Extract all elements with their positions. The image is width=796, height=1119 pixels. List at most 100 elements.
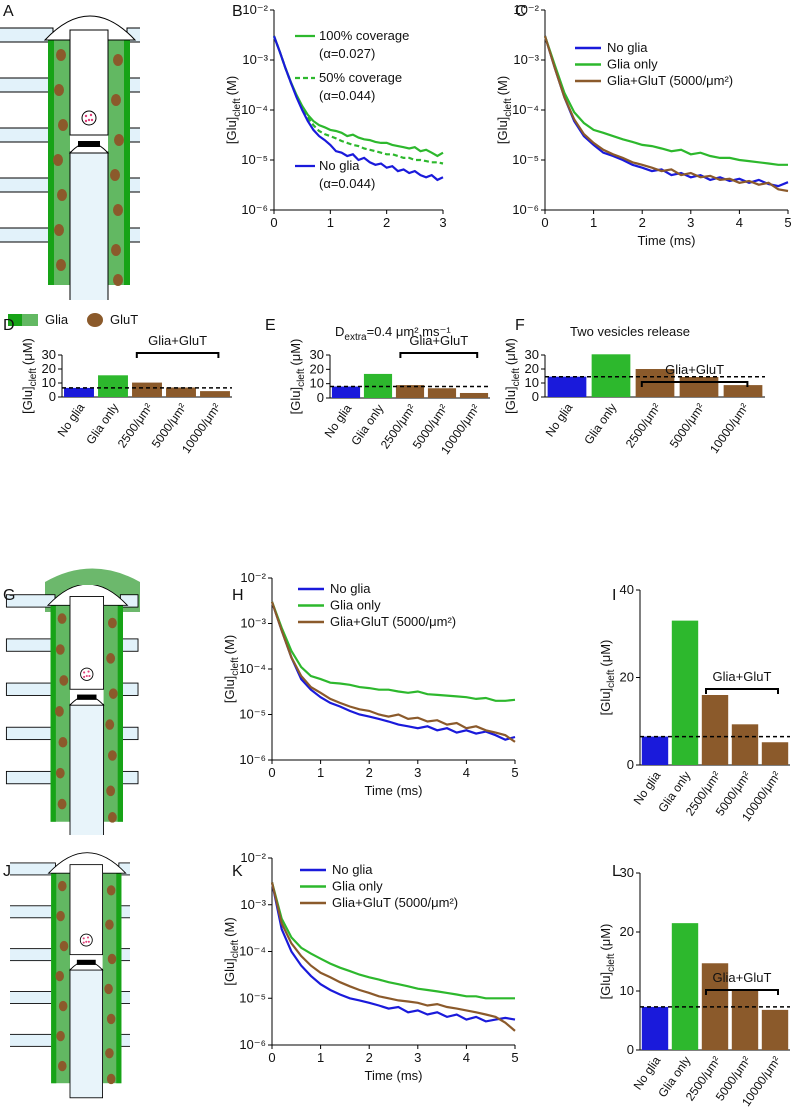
x-tick-label: No glia <box>55 400 88 439</box>
y-tick-label: 10⁻⁴ <box>512 102 539 117</box>
y-tick-label: 20 <box>42 361 56 376</box>
y-label-sub: cleft <box>606 669 617 688</box>
panel-label: L <box>612 863 621 880</box>
panel-label: G <box>3 587 15 604</box>
bar <box>395 385 425 398</box>
y-label-main: [Glu] <box>20 386 35 413</box>
bar <box>641 736 669 765</box>
x-tick-label: 2 <box>366 765 373 780</box>
bar <box>679 376 719 397</box>
x-tick-label: 3 <box>414 1050 421 1065</box>
legend-label: Glia+GluT (5000/μm²) <box>330 614 456 629</box>
legend-label: Glia only <box>332 879 383 894</box>
group-bracket <box>640 381 749 387</box>
legend-label: Glia+GluT (5000/μm²) <box>332 895 458 910</box>
group-label: Glia+GluT <box>665 362 724 377</box>
y-tick-label: 10⁻² <box>240 570 266 585</box>
y-tick-label: 0 <box>532 389 539 404</box>
y-tick-label: 30 <box>310 347 324 362</box>
x-tick-label: 0 <box>270 215 277 230</box>
bar <box>547 376 587 397</box>
bar <box>723 385 763 397</box>
y-tick-label: 10⁻⁴ <box>239 661 266 676</box>
y-label-main: [Glu] <box>224 117 239 144</box>
y-tick-label: 0 <box>627 757 634 772</box>
y-tick-label: 10⁻³ <box>240 616 266 631</box>
y-tick-label: 10⁻⁶ <box>512 202 539 217</box>
group-label: Glia+GluT <box>713 669 772 684</box>
y-tick-label: 30 <box>620 865 634 880</box>
x-tick-label: 4 <box>463 765 470 780</box>
panel-label: B <box>232 3 243 20</box>
y-label-sub: cleft <box>28 368 39 387</box>
x-axis-label: Time (ms) <box>364 1068 422 1083</box>
series-line <box>270 601 516 741</box>
y-tick-label: 10⁻⁵ <box>239 990 266 1005</box>
legend-label: No glia <box>607 40 648 55</box>
series-line <box>270 882 516 1023</box>
bar <box>641 1006 669 1050</box>
y-tick-label: 10⁻⁵ <box>512 152 539 167</box>
x-tick-label: No glia <box>322 401 355 440</box>
series-line <box>270 882 515 1000</box>
y-label-unit: (M) <box>224 76 239 96</box>
bar <box>671 923 699 1050</box>
legend-label: No glia <box>330 581 371 596</box>
y-label-main: [Glu] <box>598 688 613 715</box>
x-tick-label: 1 <box>317 765 324 780</box>
x-tick-label: 2500/μm² <box>623 401 664 451</box>
group-label: Glia+GluT <box>713 970 772 985</box>
group-bracket <box>705 989 779 995</box>
legend-label: Glia only <box>330 598 381 613</box>
bar <box>98 375 128 397</box>
x-tick-label: 1 <box>317 1050 324 1065</box>
bar <box>331 386 361 398</box>
x-tick-label: 0 <box>268 1050 275 1065</box>
y-label-unit: (M) <box>222 917 237 937</box>
legend-note: (α=0.027) <box>319 46 375 61</box>
y-axis-label: [Glu]cleft (μM) <box>598 924 617 1000</box>
title-rest: =0.4 μm².ms⁻¹ <box>367 324 452 339</box>
x-tick-label: 5000/μm² <box>667 401 708 451</box>
series-line <box>543 35 788 166</box>
legend-label: Glia only <box>607 57 658 72</box>
x-tick-label: 5 <box>511 1050 518 1065</box>
y-label-unit: (μM) <box>503 338 518 365</box>
y-label-main: [Glu] <box>495 117 510 144</box>
y-label-unit: (μM) <box>20 338 35 365</box>
x-tick-label: No glia <box>543 400 576 439</box>
y-axis-label: [Glu]cleft (μM) <box>503 338 522 414</box>
y-tick-label: 10⁻⁵ <box>239 707 266 722</box>
y-tick-label: 10⁻⁶ <box>239 1037 266 1052</box>
legend-label: 50% coverage <box>319 70 402 85</box>
y-tick-label: 10⁻⁶ <box>239 752 266 767</box>
x-tick-label: 0 <box>541 215 548 230</box>
y-label-main: [Glu] <box>222 958 237 985</box>
x-tick-label: 2 <box>383 215 390 230</box>
bar <box>64 387 94 397</box>
legend-text: Glia <box>45 312 69 327</box>
x-tick-label: 1 <box>327 215 334 230</box>
y-label-main: [Glu] <box>222 676 237 703</box>
series-line <box>270 882 516 1032</box>
y-label-main: [Glu] <box>598 972 613 999</box>
y-tick-label: 30 <box>42 347 56 362</box>
x-tick-label: 3 <box>439 215 446 230</box>
legend-label: No glia <box>319 158 360 173</box>
y-tick-label: 10⁻³ <box>242 52 268 67</box>
group-label: Glia+GluT <box>409 333 468 348</box>
bar <box>459 392 489 398</box>
x-axis-label: Time (ms) <box>364 783 422 798</box>
group-label: Glia+GluT <box>148 333 207 348</box>
y-tick-label: 10⁻⁶ <box>241 202 268 217</box>
glia-swatch <box>22 314 38 326</box>
title-main: D <box>335 324 344 339</box>
y-tick-label: 20 <box>620 924 634 939</box>
y-tick-label: 10⁻³ <box>240 897 266 912</box>
y-tick-label: 0 <box>627 1042 634 1057</box>
x-tick-label: 4 <box>463 1050 470 1065</box>
legend-note: (α=0.044) <box>319 176 375 191</box>
y-label-unit: (M) <box>495 76 510 96</box>
